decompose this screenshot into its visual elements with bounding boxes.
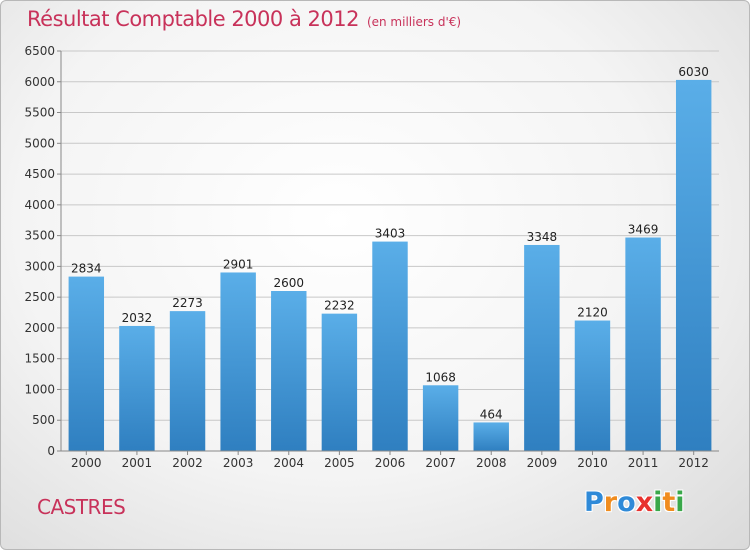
x-tick-label: 2001 — [122, 456, 153, 470]
y-tick-label: 0 — [47, 444, 55, 458]
y-tick-label: 500 — [32, 413, 55, 427]
y-tick-label: 5500 — [24, 106, 55, 120]
y-tick-label: 6000 — [24, 75, 55, 89]
bar-value-label: 2834 — [71, 262, 102, 276]
data-labels: 2834 2032 2273 2901 2600 2232 3403 1068 464 3348 2… — [71, 65, 709, 422]
y-tick-label: 2000 — [24, 321, 55, 335]
chart-title: Résultat Comptable 2000 à 2012 (en millie… — [27, 7, 461, 31]
x-tick-label: 2006 — [375, 456, 406, 470]
x-tick-label: 2005 — [324, 456, 355, 470]
bar — [524, 244, 560, 451]
logo-letter: o — [617, 487, 636, 518]
y-tick-label: 4000 — [24, 198, 55, 212]
x-tick-label: 2007 — [425, 456, 456, 470]
bar — [574, 320, 611, 451]
bar — [473, 422, 509, 451]
bar-value-label: 2032 — [122, 311, 153, 325]
bar — [675, 79, 712, 451]
bar-value-label: 3348 — [527, 230, 558, 244]
logo-letter: t — [662, 487, 676, 518]
y-tick-label: 3000 — [24, 259, 55, 273]
bar-value-label: 1068 — [425, 370, 456, 384]
logo-letter: r — [603, 487, 618, 518]
y-tick-label: 1000 — [24, 382, 55, 396]
bar — [321, 313, 358, 451]
logo-letter: i — [653, 487, 663, 518]
y-tick-label: 6500 — [24, 44, 55, 58]
bar-value-label: 6030 — [678, 65, 709, 79]
bar — [68, 276, 105, 451]
x-tick-label: 2012 — [678, 456, 709, 470]
bar-value-label: 2232 — [324, 299, 355, 313]
logo-letter: P — [584, 487, 604, 518]
x-tick-label: 2000 — [71, 456, 102, 470]
chart-title-text: Résultat Comptable 2000 à 2012 — [27, 7, 359, 31]
chart-subtitle: (en milliers d'€) — [366, 15, 462, 29]
bar-value-label: 464 — [480, 407, 503, 421]
x-tick-label: 2009 — [527, 456, 558, 470]
y-tick-label: 1500 — [24, 352, 55, 366]
bar-value-label: 3469 — [628, 223, 659, 237]
x-tick-label: 2011 — [628, 456, 659, 470]
x-tick-label: 2002 — [172, 456, 203, 470]
bar-value-label: 3403 — [375, 227, 406, 241]
bar — [169, 311, 206, 451]
proxiti-logo[interactable]: Proxiti — [584, 487, 685, 518]
bar-value-label: 2600 — [273, 276, 304, 290]
y-tick-label: 2500 — [24, 290, 55, 304]
bar — [625, 237, 661, 451]
bar-value-label: 2273 — [172, 296, 203, 310]
y-tick-label: 5000 — [24, 136, 55, 150]
bar — [271, 291, 307, 451]
bars — [68, 79, 712, 451]
bar — [372, 241, 408, 451]
x-axis: 2000 2001 2002 2003 2004 2005 2006 2007 2008 2009… — [61, 450, 719, 470]
x-tick-label: 2010 — [577, 456, 608, 470]
x-tick-label: 2003 — [223, 456, 254, 470]
bar-value-label: 2901 — [223, 257, 254, 271]
bar-value-label: 2120 — [577, 306, 608, 320]
bar — [422, 385, 459, 451]
y-tick-label: 3500 — [24, 229, 55, 243]
x-tick-label: 2004 — [273, 456, 304, 470]
x-tick-label: 2008 — [476, 456, 507, 470]
logo-letter: x — [635, 487, 654, 518]
bar — [119, 325, 155, 451]
bar — [220, 272, 256, 451]
logo-letter: i — [675, 487, 685, 518]
city-name: CASTRES — [37, 495, 126, 519]
y-tick-label: 4500 — [24, 167, 55, 181]
y-axis: 0 500 1000 1500 2000 2500 3000 3500 4000 4500 5000… — [24, 44, 62, 458]
